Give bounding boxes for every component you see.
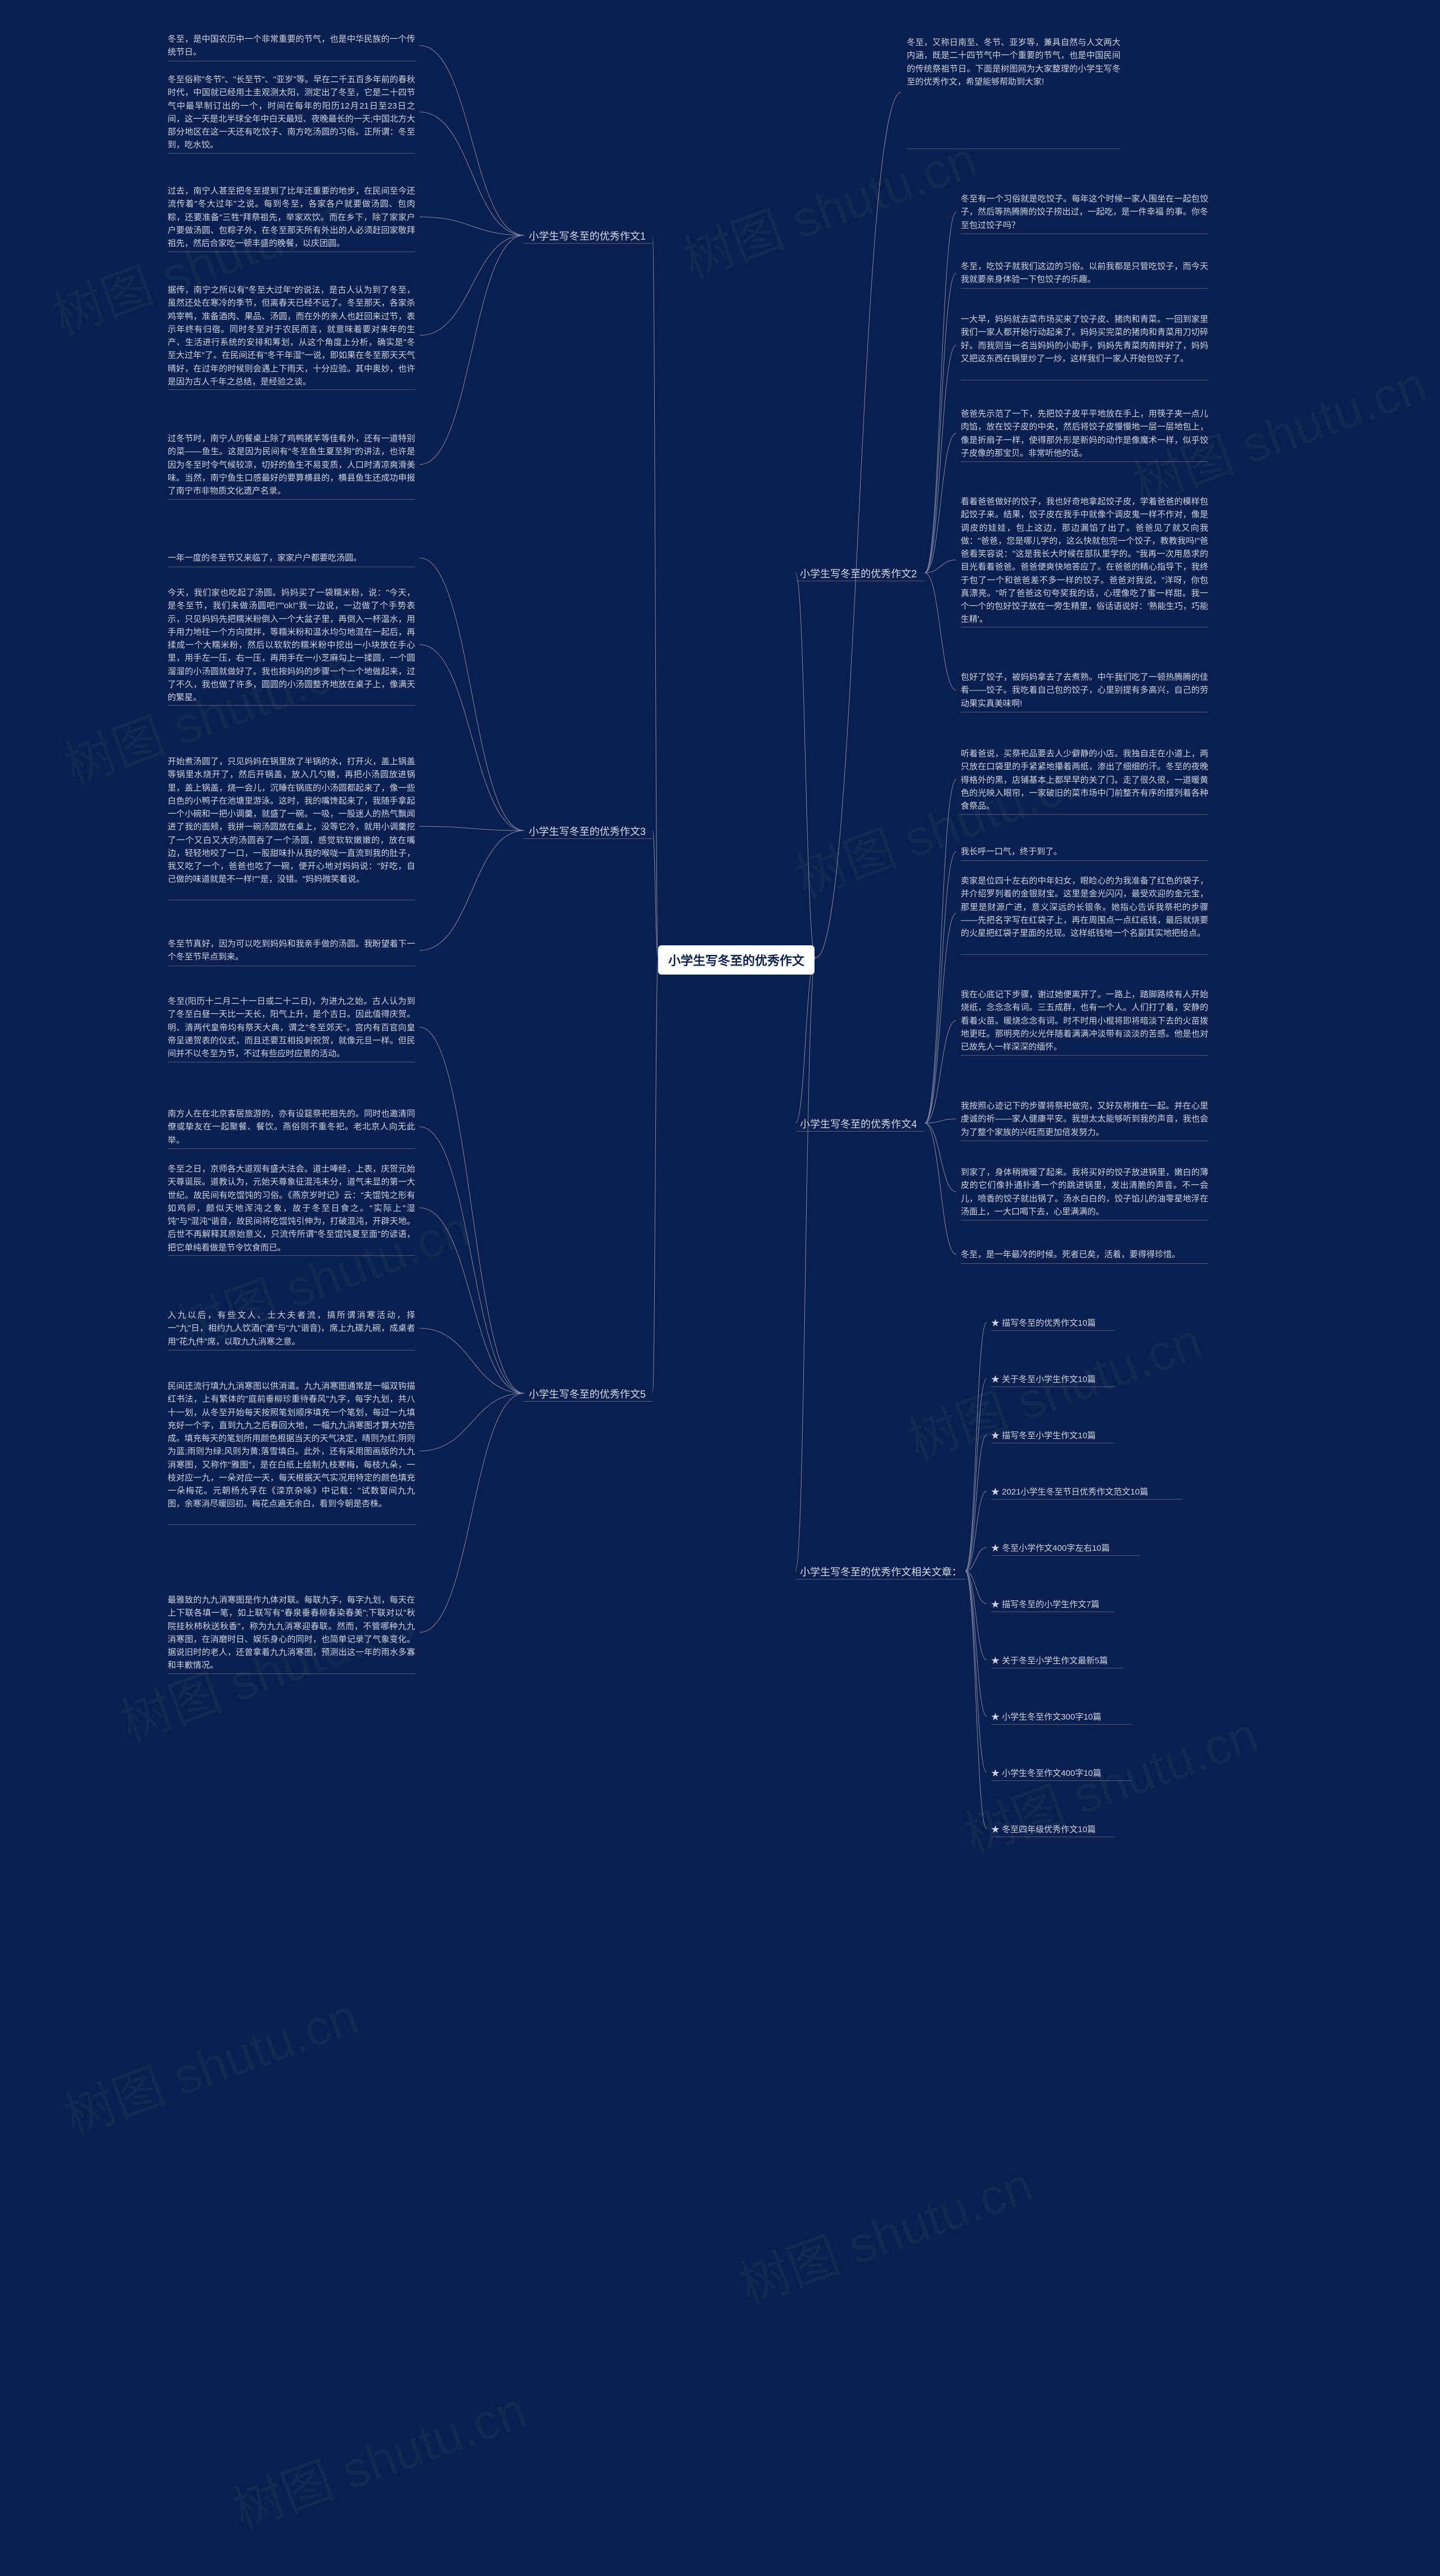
watermark: 树图 shutu.cn	[728, 2144, 1041, 2318]
leaf-text: 冬至之日，京师各大道观有盛大法会。道士唪经，上表，庆贺元始天尊诞辰。道教认为，元…	[168, 1163, 415, 1254]
branch-label-left: 小学生写冬至的优秀作文3	[529, 824, 646, 838]
related-link[interactable]: ★ 描写冬至小学生作文10篇	[991, 1429, 1096, 1443]
leaf-text: 过冬节时，南宁人的餐桌上除了鸡鸭猪羊等佳肴外，还有一道特别的菜——鱼生。这是因为…	[168, 432, 415, 497]
related-link[interactable]: ★ 冬至四年级优秀作文10篇	[991, 1823, 1096, 1837]
related-link[interactable]: ★ 关于冬至小学生作文最新5篇	[991, 1654, 1108, 1668]
leaf-text: 民间还流行填九九消寒图以供消遣。九九消寒图通常是一幅双钩描红书法，上有繁体的"庭…	[168, 1380, 415, 1511]
leaf-text: 开始煮汤圆了，只见妈妈在锅里放了半锅的水，打开火，盖上锅盖等锅里水烧开了，然后开…	[168, 755, 415, 886]
leaf-text: 入九以后，有些文人、士大夫者流，搞所谓消寒活动，择一"九"日，相约九人饮酒("酒…	[168, 1309, 415, 1348]
leaf-text: 我按照心迹记下的步骤将祭祀做完，又好灰称推在一起。并在心里虔诚的祈——家人健康平…	[961, 1099, 1208, 1139]
center-node: 小学生写冬至的优秀作文	[658, 945, 814, 975]
related-link[interactable]: ★ 小学生冬至作文400字10篇	[991, 1767, 1101, 1780]
watermark: 树图 shutu.cn	[53, 1976, 366, 2149]
leaf-text: 我长呼一口气，终于到了。	[961, 845, 1208, 858]
leaf-text: 冬至节真好，因为可以吃到妈妈和我亲手做的汤圆。我盼望着下一个冬至节早点到来。	[168, 937, 415, 964]
leaf-text: 一大早，妈妈就去菜市场买来了饺子皮、猪肉和青菜。一回到家里我们一家人都开始行动起…	[961, 313, 1208, 365]
leaf-text: 冬至，吃饺子就我们这边的习俗。以前我都是只管吃饺子，而今天我就要亲身体验一下包饺…	[961, 260, 1208, 286]
leaf-text: 冬至，是一年最冷的时候。死者已矣，活着，要得得珍惜。	[961, 1248, 1208, 1261]
related-link[interactable]: ★ 2021小学生冬至节日优秀作文范文10篇	[991, 1486, 1148, 1499]
watermark: 树图 shutu.cn	[672, 119, 985, 293]
related-link[interactable]: ★ 描写冬至的小学生作文7篇	[991, 1598, 1100, 1612]
leaf-text: 我在心底记下步骤，谢过她便离开了。一路上，踏脚路续有人开始烧纸，念念念有词。三五…	[961, 988, 1208, 1053]
leaf-text: 到家了，身体稍微暖了起来。我将买好的饺子放进锅里，嫩白的薄皮的它们像扑通扑通一个…	[961, 1166, 1208, 1218]
leaf-text: 今天，我们家也吃起了汤圆。妈妈买了一袋糯米粉，说："今天，是冬至节，我们来做汤圆…	[168, 586, 415, 704]
leaf-text: 看着爸爸做好的饺子，我也好奇地拿起饺子皮，学着爸爸的模样包起饺子来。结果，饺子皮…	[961, 495, 1208, 626]
leaf-text: 冬至俗称"冬节"、"长至节"、"亚岁"等。早在二千五百多年前的春秋时代，中国就已…	[168, 73, 415, 152]
leaf-text: 冬至有一个习俗就是吃饺子。每年这个时候一家人围坐在一起包饺子，然后等热腾腾的饺子…	[961, 192, 1208, 232]
leaf-text: 爸爸先示范了一下，先把饺子皮平平地放在手上，用筷子夹一点儿肉馅，放在饺子皮的中央…	[961, 407, 1208, 460]
branch-label-right: 小学生写冬至的优秀作文相关文章：	[800, 1564, 962, 1579]
leaf-text: 南方人在在北京客居旅游的，亦有设筵祭祀祖先的。同时也邀清同僚或挚友在一起聚餐、餐…	[168, 1107, 415, 1147]
related-link[interactable]: ★ 小学生冬至作文300字10篇	[991, 1711, 1101, 1724]
leaf-text: 包好了饺子，被妈妈拿去了去煮熟。中午我们吃了一顿热腾腾的佳肴——饺子。我吃着自己…	[961, 671, 1208, 710]
branch-label-left: 小学生写冬至的优秀作文5	[529, 1386, 646, 1401]
related-link[interactable]: ★ 冬至小学作文400字左右10篇	[991, 1542, 1110, 1555]
leaf-text: 冬至(阳历十二月二十一日或二十二日)，为进九之始。古人认为到了冬至白昼一天比一天…	[168, 995, 415, 1060]
branch-label-right: 小学生写冬至的优秀作文4	[800, 1116, 917, 1131]
leaf-text: 冬至，是中国农历中一个非常重要的节气，也是中华民族的一个传统节日。	[168, 33, 415, 59]
watermark: 树图 shutu.cn	[222, 2369, 535, 2543]
leaf-text: 最雅致的九九消寒图是作九体对联。每联九字，每字九划，每天在上下联各填一笔，如上联…	[168, 1594, 415, 1672]
branch-label-left: 小学生写冬至的优秀作文1	[529, 228, 646, 243]
intro-text: 冬至，又称日南至、冬节、亚岁等，兼具自然与人文两大内涵，既是二十四节气中一个重要…	[907, 36, 1120, 88]
leaf-text: 过去，南宁人甚至把冬至提到了比年还重要的地步，在民间至今还流传着"冬大过年"之说…	[168, 185, 415, 250]
leaf-text: 听着爸说，买祭祀品要去人少僻静的小店。我独自走在小道上，两只放在口袋里的手紧紧地…	[961, 747, 1208, 813]
related-link[interactable]: ★ 描写冬至的优秀作文10篇	[991, 1317, 1096, 1330]
canvas: 树图 shutu.cn 树图 shutu.cn 树图 shutu.cn 树图 s…	[0, 0, 1440, 2576]
leaf-text: 卖家是位四十左右的中年妇女，眼睑心的为我准备了红色的袋子，并介绍罗列着的金银财宝…	[961, 874, 1208, 940]
leaf-text: 一年一度的冬至节又来临了，家家户户都要吃汤圆。	[168, 551, 415, 564]
leaf-text: 据传，南宁之所以有"冬至大过年"的说法，是古人认为到了冬至，虽然还处在寒冷的季节…	[168, 284, 415, 388]
branch-label-right: 小学生写冬至的优秀作文2	[800, 566, 917, 581]
related-link[interactable]: ★ 关于冬至小学生作文10篇	[991, 1373, 1096, 1386]
